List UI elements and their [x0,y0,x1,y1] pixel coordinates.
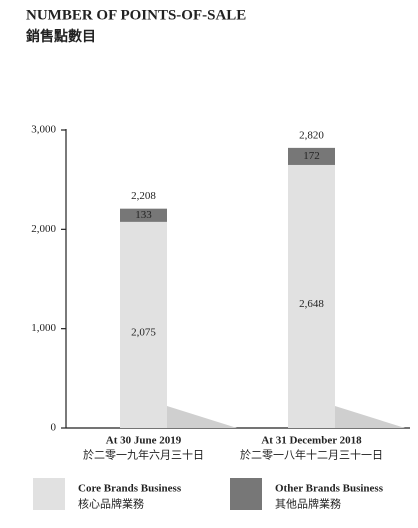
value-label: 133 [135,209,152,221]
x-tick-label-zh: 於二零一九年六月三十日 [83,448,204,462]
legend-swatch [33,478,65,510]
legend-label: Core Brands Business [78,483,182,495]
y-tick-label: 2,000 [31,223,56,235]
legend-label: Other Brands Business [275,483,384,495]
value-label: 172 [303,150,320,162]
y-tick-label: 3,000 [31,124,56,136]
chart-subtitle: 銷售點數目 [26,28,96,45]
y-tick-label: 1,000 [31,322,56,334]
bar-segment [120,221,167,428]
bar-segment [288,147,335,165]
bar-shadow [335,406,405,428]
legend-swatch [230,478,262,510]
x-tick-label: At 31 December 2018 [261,435,362,447]
chart-title: NUMBER OF POINTS-OF-SALE [26,7,246,23]
bar-segment [120,208,167,222]
y-tick-label: 0 [51,422,57,434]
total-label: 2,820 [299,129,324,141]
total-label: 2,208 [131,190,156,202]
x-tick-label: At 30 June 2019 [106,435,182,447]
value-label: 2,075 [131,326,156,338]
value-label: 2,648 [299,298,324,310]
x-tick-label-zh: 於二零一八年十二月三十一日 [240,448,383,462]
legend-label-zh: 其他品牌業務 [275,497,341,511]
bar-segment [288,164,335,428]
bar-shadow [167,406,237,428]
legend-label-zh: 核心品牌業務 [78,497,144,511]
